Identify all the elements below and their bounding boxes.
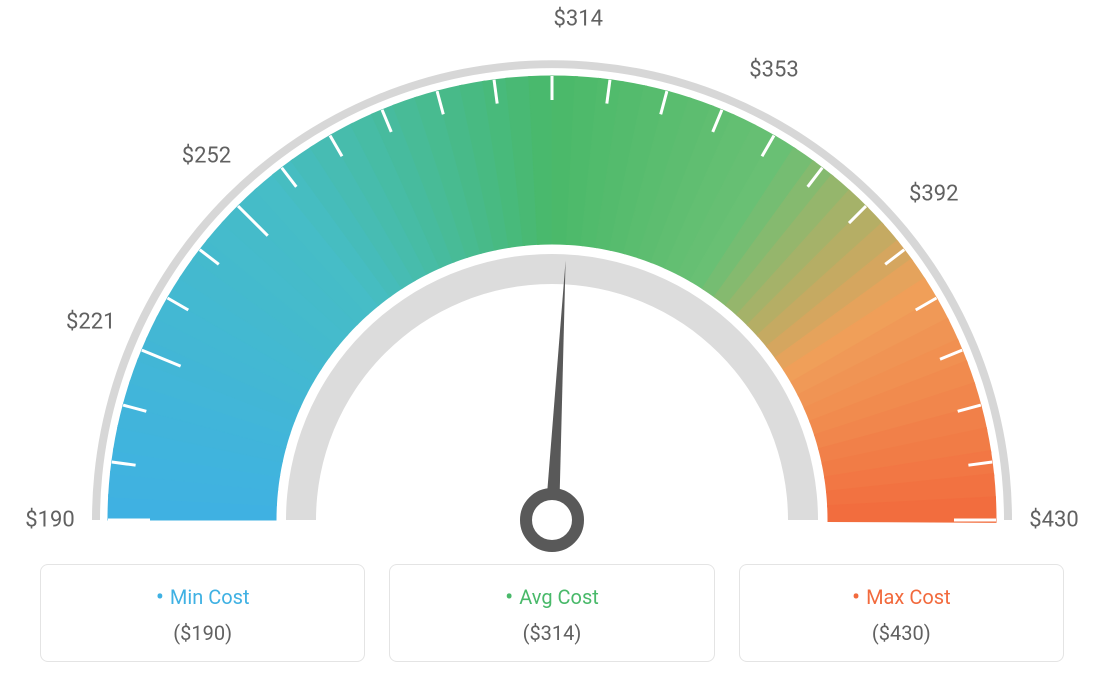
tick-label: $392 (909, 181, 958, 206)
tick-label: $353 (749, 57, 798, 82)
tick-label: $314 (554, 6, 603, 31)
legend-avg-value: ($314) (400, 621, 703, 645)
legend-max-value: ($430) (750, 621, 1053, 645)
gauge-svg (0, 0, 1104, 560)
legend-row: Min Cost ($190) Avg Cost ($314) Max Cost… (40, 564, 1064, 662)
tick-label: $252 (182, 143, 231, 168)
gauge-chart: $190 $221 $252 $314 $353 $392 $430 (0, 0, 1104, 560)
chart-container: $190 $221 $252 $314 $353 $392 $430 Min Cost ($… (0, 0, 1104, 690)
legend-max-title: Max Cost (750, 583, 1053, 611)
legend-min-value: ($190) (51, 621, 354, 645)
legend-min-title: Min Cost (51, 583, 354, 611)
legend-avg-title: Avg Cost (400, 583, 703, 611)
tick-label: $221 (66, 309, 115, 334)
legend-card-min: Min Cost ($190) (40, 564, 365, 662)
legend-card-max: Max Cost ($430) (739, 564, 1064, 662)
legend-card-avg: Avg Cost ($314) (389, 564, 714, 662)
tick-label: $190 (25, 508, 74, 533)
tick-label: $430 (1029, 508, 1078, 533)
